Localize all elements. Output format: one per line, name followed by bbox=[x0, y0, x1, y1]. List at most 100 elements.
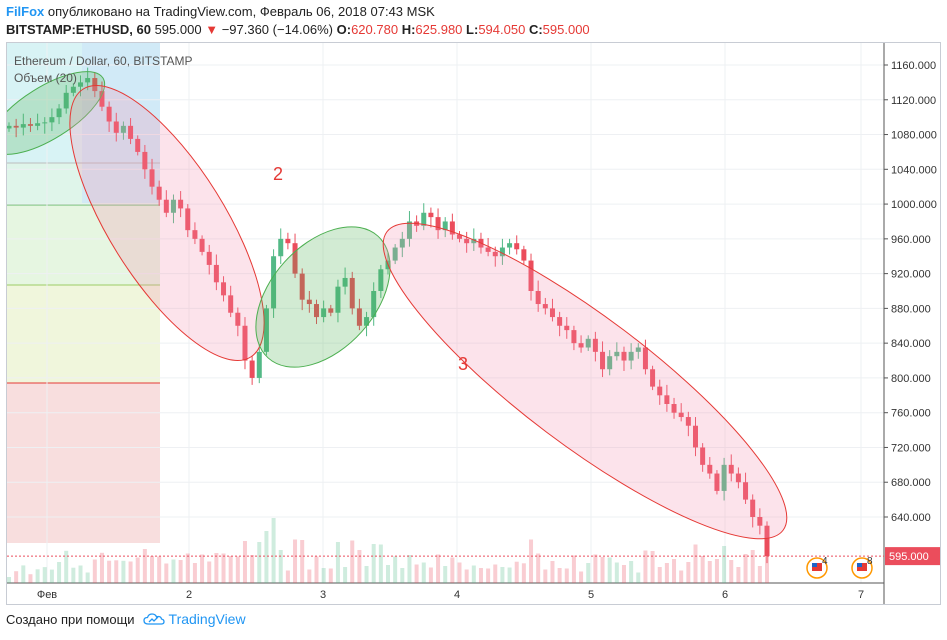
chart-svg[interactable]: 1160.000 1120.000 1080.000 1040.000 1000.000… bbox=[0, 43, 940, 604]
volume-bar bbox=[250, 555, 255, 583]
candle-body bbox=[235, 312, 241, 326]
candle-body bbox=[406, 221, 412, 239]
candle-body bbox=[571, 330, 577, 344]
volume-bar bbox=[150, 556, 155, 583]
candle-body bbox=[564, 325, 570, 331]
volume-bar bbox=[507, 567, 512, 583]
ellipse-red-2 bbox=[69, 85, 265, 361]
last-price: 595.000 bbox=[154, 22, 202, 37]
high-label: H: bbox=[401, 22, 416, 37]
volume-bar bbox=[557, 568, 562, 583]
candle-body bbox=[120, 125, 126, 133]
volume-bar bbox=[536, 553, 541, 583]
fib-zone bbox=[7, 205, 160, 285]
candle-body bbox=[707, 464, 713, 474]
volume-bar bbox=[114, 560, 119, 583]
candle-body bbox=[442, 221, 448, 231]
volume-bar bbox=[28, 574, 33, 583]
volume-bar bbox=[128, 561, 133, 583]
volume-bar bbox=[436, 554, 441, 583]
volume-bar bbox=[736, 567, 741, 583]
volume-bar bbox=[21, 565, 26, 583]
volume-bar bbox=[672, 559, 677, 583]
candle-body bbox=[607, 356, 613, 370]
volume-bar bbox=[7, 577, 11, 583]
candle-body bbox=[185, 208, 191, 231]
tradingview-brand: TradingView bbox=[168, 611, 246, 627]
candle-body bbox=[63, 92, 69, 109]
time-tick-label: Фев bbox=[37, 589, 57, 601]
candle-body bbox=[178, 199, 184, 209]
volume-bar bbox=[621, 565, 626, 583]
candle-body bbox=[485, 247, 491, 252]
volume-bar bbox=[71, 567, 76, 583]
volume-bar bbox=[614, 562, 619, 583]
flag-icon bbox=[857, 563, 862, 567]
candle-body bbox=[249, 360, 255, 378]
volume-bar bbox=[722, 546, 727, 583]
volume-bar bbox=[271, 518, 276, 583]
candle-body bbox=[449, 221, 455, 235]
candle-body bbox=[170, 199, 176, 213]
fib-zone bbox=[7, 383, 160, 543]
candle-body bbox=[228, 295, 234, 313]
event-count: 4 bbox=[822, 556, 828, 567]
candle-body bbox=[750, 499, 756, 517]
volume-bar bbox=[57, 562, 62, 583]
candle-body bbox=[585, 338, 591, 348]
volume-bar bbox=[414, 564, 419, 583]
time-tick-label: 4 bbox=[454, 589, 460, 601]
candle-body bbox=[106, 106, 112, 122]
candle-body bbox=[256, 351, 262, 378]
volume-bar bbox=[364, 566, 369, 583]
volume-bar bbox=[357, 550, 362, 583]
time-tick-label: 3 bbox=[320, 589, 326, 601]
price-tick-label: 680.000 bbox=[891, 477, 931, 489]
candle-body bbox=[600, 351, 606, 370]
candle-body bbox=[49, 117, 55, 123]
volume-bar bbox=[700, 556, 705, 583]
price-tick-label: 920.000 bbox=[891, 269, 931, 281]
chart-panel[interactable]: 1160.000 1120.000 1080.000 1040.000 1000.000… bbox=[0, 42, 941, 605]
candle-body bbox=[213, 264, 219, 283]
volume-bar bbox=[207, 561, 212, 583]
volume-bar bbox=[593, 554, 598, 583]
candle-body bbox=[321, 308, 327, 318]
high-value: 625.980 bbox=[415, 22, 463, 37]
volume-bar bbox=[314, 556, 319, 583]
candle-body bbox=[671, 404, 677, 413]
candle-body bbox=[356, 308, 362, 326]
volume-bar bbox=[378, 544, 383, 583]
volume-bar bbox=[679, 570, 684, 583]
volume-bar bbox=[514, 561, 519, 583]
ellipse-green-1 bbox=[0, 71, 106, 155]
volume-bar bbox=[643, 550, 648, 583]
flag-icon bbox=[812, 563, 817, 567]
candle-body bbox=[692, 425, 698, 448]
volume-bar bbox=[428, 567, 433, 583]
volume-bar bbox=[693, 544, 698, 583]
footer: Создано при помощи TradingView bbox=[6, 611, 246, 627]
candle-body bbox=[492, 251, 498, 257]
candle-body bbox=[578, 343, 584, 348]
volume-bar bbox=[486, 568, 491, 583]
candle-body bbox=[142, 151, 148, 170]
candle-body bbox=[535, 291, 541, 305]
candle-body bbox=[56, 108, 62, 118]
annotation-label-3: 3 bbox=[458, 354, 468, 374]
candle-body bbox=[78, 82, 84, 87]
symbol-label: BITSTAMP:ETHUSD, 60 bbox=[6, 22, 151, 37]
close-label: C: bbox=[528, 22, 543, 37]
candle-body bbox=[199, 238, 205, 252]
volume-bar bbox=[185, 553, 190, 583]
candle-body bbox=[428, 212, 434, 218]
author-name[interactable]: FilFox bbox=[6, 4, 45, 19]
candle-body bbox=[263, 308, 269, 352]
candle-body bbox=[35, 123, 41, 126]
volume-bar bbox=[221, 553, 226, 583]
price-tick-label: 1040.000 bbox=[891, 164, 937, 176]
tradingview-logo[interactable]: TradingView bbox=[142, 611, 246, 627]
candle-body bbox=[392, 247, 398, 261]
candle-body bbox=[92, 78, 98, 92]
price-tick-label: 1080.000 bbox=[891, 130, 937, 142]
